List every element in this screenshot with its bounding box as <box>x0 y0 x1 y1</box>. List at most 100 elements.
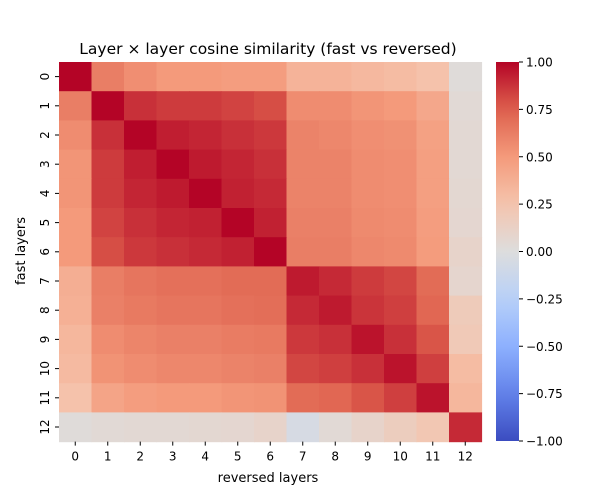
heatmap-cell <box>254 91 288 121</box>
heatmap-cell <box>416 412 450 443</box>
heatmap-cell <box>221 149 255 180</box>
y-tick-label: 12 <box>38 419 52 434</box>
heatmap-cell <box>91 120 125 151</box>
heatmap-cell <box>59 324 93 355</box>
heatmap-cell <box>156 120 190 151</box>
heatmap-cell <box>156 383 190 413</box>
heatmap-cell <box>254 324 288 355</box>
heatmap-cell <box>124 149 158 180</box>
heatmap-cell <box>416 62 450 92</box>
heatmap-cell <box>189 62 223 92</box>
heatmap-cell <box>384 62 418 92</box>
heatmap-cell <box>416 383 450 413</box>
heatmap-cell <box>416 120 450 151</box>
x-tick-label: 2 <box>136 450 144 464</box>
x-tick-label: 6 <box>266 450 274 464</box>
heatmap-cell <box>351 266 385 297</box>
heatmap-cell <box>351 208 385 238</box>
x-tick-label: 0 <box>71 450 79 464</box>
heatmap-cell <box>416 208 450 238</box>
heatmap-cell <box>59 120 93 151</box>
heatmap-cell <box>124 324 158 355</box>
heatmap-cell <box>189 412 223 443</box>
colorbar-tick-label: −0.50 <box>526 340 563 354</box>
heatmap-cell <box>156 62 190 92</box>
heatmap-cell <box>449 208 483 238</box>
x-tick-label: 12 <box>458 450 473 464</box>
heatmap-cell <box>384 178 418 209</box>
colorbar-ticks: 1.00 0.75 0.50 0.25 0.00 −0.25 −0.50 −0.75 −1.00 <box>519 56 563 449</box>
heatmap-cell <box>254 120 288 151</box>
heatmap-cell <box>319 149 353 180</box>
heatmap-cell <box>124 237 158 267</box>
heatmap-cell <box>416 178 450 209</box>
heatmap-cell <box>221 208 255 238</box>
heatmap-cell <box>189 149 223 180</box>
colorbar-tick-label: 0.75 <box>526 103 553 117</box>
heatmap-cell <box>351 295 385 326</box>
heatmap-cell <box>254 383 288 413</box>
y-tick-label: 7 <box>38 277 52 285</box>
heatmap-cell <box>189 178 223 209</box>
heatmap-cell <box>59 62 93 92</box>
heatmap-cell <box>124 208 158 238</box>
heatmap-cell <box>449 266 483 297</box>
heatmap-cell <box>416 237 450 267</box>
heatmap-cell <box>189 208 223 238</box>
heatmap-cell <box>319 295 353 326</box>
heatmap-cell <box>59 383 93 413</box>
x-tick-label: 4 <box>201 450 209 464</box>
heatmap-cell <box>221 237 255 267</box>
heatmap-cell <box>384 295 418 326</box>
heatmap-cell <box>286 149 320 180</box>
heatmap-cell <box>156 237 190 267</box>
heatmap-cell <box>156 208 190 238</box>
heatmap-cell <box>351 178 385 209</box>
y-axis-label: fast layers <box>14 217 29 285</box>
x-tick-label: 10 <box>393 450 408 464</box>
colorbar-tick-label: 1.00 <box>526 56 553 70</box>
y-tick-label: 6 <box>38 248 52 256</box>
heatmap-cell <box>286 208 320 238</box>
y-tick-label: 1 <box>38 102 52 110</box>
heatmap-cell <box>286 295 320 326</box>
heatmap-cell <box>59 178 93 209</box>
chart-title: Layer × layer cosine similarity (fast vs… <box>79 40 456 58</box>
heatmap-cell <box>351 324 385 355</box>
x-axis-label: reversed layers <box>218 471 319 486</box>
heatmap-cell <box>221 295 255 326</box>
heatmap-cell <box>319 324 353 355</box>
heatmap-cell <box>351 237 385 267</box>
heatmap-cell <box>124 383 158 413</box>
heatmap-cell <box>189 237 223 267</box>
heatmap-cell <box>221 383 255 413</box>
heatmap-cell <box>254 412 288 443</box>
heatmap-cell <box>384 120 418 151</box>
heatmap-cell <box>59 266 93 297</box>
heatmap-cell <box>449 62 483 92</box>
heatmap-cell <box>59 295 93 326</box>
heatmap-cell <box>221 266 255 297</box>
heatmap-cell <box>91 295 125 326</box>
heatmap-cell <box>156 178 190 209</box>
heatmap-cell <box>254 237 288 267</box>
heatmap-cell <box>59 149 93 180</box>
x-tick-label: 1 <box>104 450 112 464</box>
heatmap-cell <box>449 383 483 413</box>
heatmap-cell <box>286 178 320 209</box>
x-tick-label: 7 <box>299 450 307 464</box>
heatmap-cell <box>59 354 93 384</box>
heatmap-cell <box>221 412 255 443</box>
colorbar <box>496 62 519 441</box>
heatmap-cell <box>319 237 353 267</box>
colorbar-tick-label: 0.25 <box>526 198 553 212</box>
heatmap-cell <box>449 354 483 384</box>
heatmap-cell <box>384 354 418 384</box>
heatmap-cell <box>319 120 353 151</box>
heatmap-cell <box>384 383 418 413</box>
heatmap-cell <box>319 62 353 92</box>
heatmap-cell <box>319 208 353 238</box>
heatmap-cell <box>319 354 353 384</box>
heatmap-cell <box>384 266 418 297</box>
heatmap-cell <box>124 178 158 209</box>
